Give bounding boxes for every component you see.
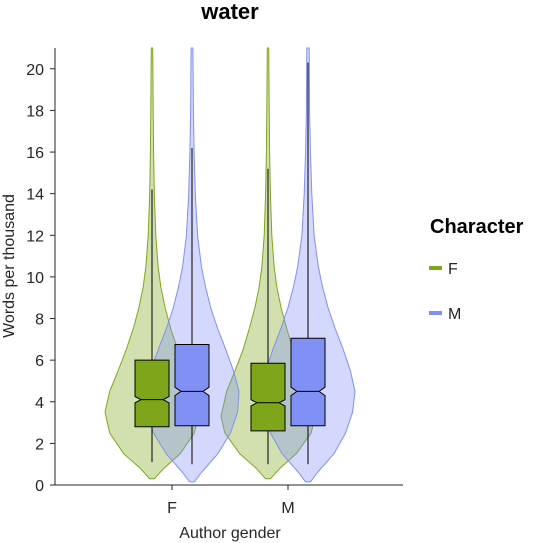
- y-tick-label: 14: [26, 187, 44, 204]
- y-tick-label: 20: [26, 62, 44, 79]
- legend-label-F: F: [448, 261, 458, 278]
- x-tick-label: F: [167, 500, 177, 517]
- y-tick-label: 4: [35, 395, 44, 412]
- box-F-M: [250, 362, 286, 432]
- chart-title: water: [200, 0, 259, 24]
- x-tick-label: M: [281, 500, 294, 517]
- y-tick-label: 8: [35, 312, 44, 329]
- y-tick-label: 12: [26, 228, 44, 245]
- legend-title: Character: [430, 216, 524, 238]
- y-tick-label: 16: [26, 145, 44, 162]
- y-tick-label: 2: [35, 436, 44, 453]
- y-tick-label: 18: [26, 103, 44, 120]
- y-tick-label: 10: [26, 270, 44, 287]
- boxes-layer: [134, 62, 326, 465]
- box-M-M: [290, 337, 326, 427]
- box-M-F: [174, 344, 210, 427]
- y-tick-label: 6: [35, 353, 44, 370]
- box-F-F: [134, 359, 170, 428]
- y-axis-label: Words per thousand: [1, 194, 18, 338]
- y-tick-label: 0: [35, 478, 44, 495]
- legend: Character F M: [429, 216, 524, 323]
- legend-label-M: M: [448, 306, 461, 323]
- y-ticks: 0 2 4 6 8 10 12 14 16 18 20: [26, 62, 55, 495]
- x-axis-label: Author gender: [179, 525, 281, 542]
